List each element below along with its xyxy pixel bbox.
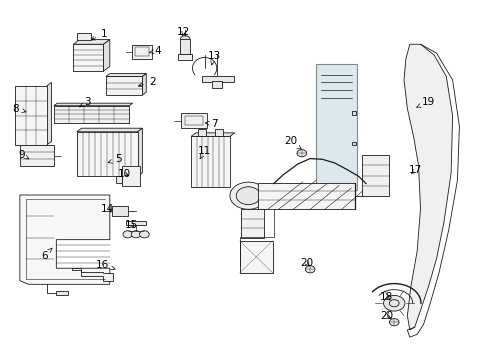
Bar xyxy=(56,292,68,295)
Circle shape xyxy=(305,266,314,273)
Polygon shape xyxy=(323,67,352,184)
Circle shape xyxy=(383,296,404,311)
Polygon shape xyxy=(106,73,146,76)
Text: 3: 3 xyxy=(79,97,91,107)
Bar xyxy=(54,106,129,123)
Text: 15: 15 xyxy=(125,220,138,230)
Text: 7: 7 xyxy=(205,118,217,129)
Polygon shape xyxy=(20,195,110,284)
Bar xyxy=(239,241,272,273)
Bar xyxy=(215,129,222,136)
Bar xyxy=(20,145,54,166)
Bar xyxy=(106,76,142,95)
Bar xyxy=(352,111,356,114)
Polygon shape xyxy=(73,40,110,44)
Polygon shape xyxy=(403,44,452,330)
Polygon shape xyxy=(142,73,146,95)
Text: 14: 14 xyxy=(101,204,114,214)
Bar xyxy=(362,155,388,196)
Bar xyxy=(116,176,122,183)
Circle shape xyxy=(122,231,132,238)
Bar xyxy=(112,206,127,216)
Circle shape xyxy=(388,319,398,326)
Bar xyxy=(126,221,145,225)
Text: 18: 18 xyxy=(379,292,392,302)
Text: 4: 4 xyxy=(149,46,161,56)
Text: 9: 9 xyxy=(19,150,29,160)
Bar xyxy=(178,54,192,60)
Bar xyxy=(211,81,221,88)
Bar xyxy=(198,129,205,136)
Bar xyxy=(180,39,190,54)
Text: 20: 20 xyxy=(300,258,313,268)
Bar xyxy=(191,136,229,187)
Circle shape xyxy=(180,36,190,43)
Bar xyxy=(315,64,357,190)
Bar xyxy=(77,132,137,176)
Circle shape xyxy=(296,150,306,157)
Polygon shape xyxy=(54,103,132,106)
Circle shape xyxy=(128,174,134,178)
Polygon shape xyxy=(191,133,234,136)
Text: 13: 13 xyxy=(207,51,221,65)
Text: 20: 20 xyxy=(379,311,392,321)
Polygon shape xyxy=(103,40,110,71)
Text: 8: 8 xyxy=(13,104,26,113)
Polygon shape xyxy=(77,128,142,132)
Text: 12: 12 xyxy=(177,27,190,37)
Text: 2: 2 xyxy=(138,77,155,87)
Polygon shape xyxy=(46,82,51,145)
Text: 19: 19 xyxy=(415,97,434,107)
Bar xyxy=(131,45,152,59)
Bar xyxy=(352,141,356,145)
Text: 16: 16 xyxy=(96,260,115,270)
Polygon shape xyxy=(137,128,142,176)
Bar xyxy=(240,209,264,238)
Bar xyxy=(77,33,91,40)
Bar xyxy=(122,166,140,186)
Polygon shape xyxy=(73,44,103,71)
Text: 10: 10 xyxy=(117,168,130,179)
Circle shape xyxy=(139,231,149,238)
Text: 17: 17 xyxy=(408,165,422,175)
Text: 11: 11 xyxy=(198,146,211,159)
Bar xyxy=(185,116,202,125)
Bar xyxy=(15,86,46,145)
Bar xyxy=(181,113,206,128)
Circle shape xyxy=(236,187,260,204)
Bar xyxy=(202,76,233,82)
Circle shape xyxy=(131,231,141,238)
Circle shape xyxy=(229,182,266,209)
Text: 6: 6 xyxy=(41,248,52,261)
Text: 5: 5 xyxy=(108,154,121,164)
Circle shape xyxy=(116,208,123,214)
Bar xyxy=(134,47,149,57)
Text: 20: 20 xyxy=(284,136,301,149)
Polygon shape xyxy=(72,268,113,282)
Text: 1: 1 xyxy=(91,28,107,40)
Bar xyxy=(258,183,355,209)
